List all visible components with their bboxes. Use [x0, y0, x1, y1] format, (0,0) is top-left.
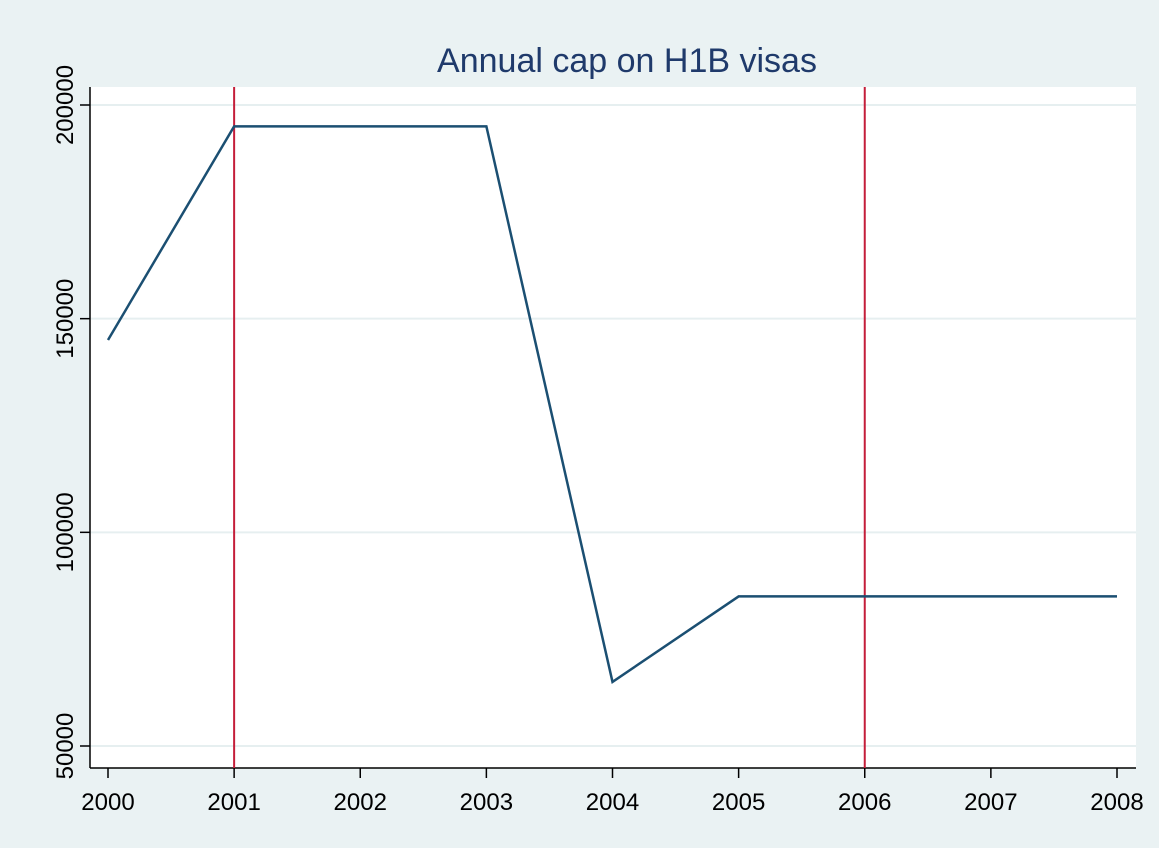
x-tick-label: 2004	[586, 789, 639, 816]
x-tick-label: 2008	[1090, 789, 1143, 816]
y-tick-label: 50000	[52, 713, 79, 780]
x-tick-label: 2002	[334, 789, 387, 816]
y-tick-label: 100000	[52, 492, 79, 572]
chart-title: Annual cap on H1B visas	[437, 42, 817, 80]
grid-lines	[90, 104, 1136, 747]
x-tick-label: 2000	[81, 789, 134, 816]
x-tick-label: 2003	[460, 789, 513, 816]
axes: 50000 100000 150000 200000 2000 2001 2002 2003 2…	[52, 65, 1144, 816]
reference-lines	[233, 87, 866, 768]
x-tick-label: 2005	[712, 789, 765, 816]
y-tick-label: 150000	[52, 279, 79, 359]
x-tick-label: 2007	[964, 789, 1017, 816]
x-tick-label: 2001	[207, 789, 260, 816]
x-tick-label: 2006	[838, 789, 891, 816]
series-layer	[106, 125, 1118, 684]
plot-area	[90, 87, 1136, 768]
y-tick-label: 200000	[52, 65, 79, 145]
